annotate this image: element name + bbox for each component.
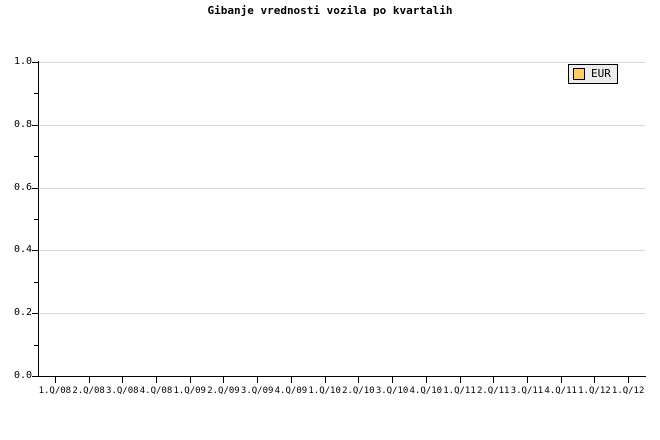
x-axis-label: 4.Q/10 — [409, 386, 443, 396]
y-tick-minor — [34, 156, 38, 158]
x-tick — [257, 377, 258, 383]
y-axis-label: 0.4 — [13, 244, 32, 256]
legend-label-eur: EUR — [591, 67, 611, 80]
x-axis-label: 3.Q/11 — [510, 386, 544, 396]
y-axis-label: 0.2 — [13, 307, 32, 319]
y-tick-major — [32, 187, 38, 189]
gridline — [38, 313, 645, 315]
x-tick — [190, 377, 191, 383]
chart-title: Gibanje vrednosti vozila po kvartalih — [207, 4, 453, 17]
y-tick-major — [32, 62, 38, 63]
x-tick — [628, 377, 629, 383]
x-axis-label: 4.Q/09 — [274, 386, 308, 396]
x-tick — [527, 377, 528, 383]
y-tick-major — [32, 124, 38, 126]
gridline — [38, 250, 645, 252]
x-tick — [156, 377, 157, 383]
x-tick — [122, 377, 123, 383]
y-axis-label: 0.0 — [13, 370, 32, 381]
x-axis-label: 3.Q/09 — [240, 386, 274, 396]
gridline — [38, 124, 645, 126]
x-tick — [223, 377, 224, 383]
x-axis-label: 3.Q/10 — [375, 386, 409, 396]
x-tick — [55, 377, 56, 383]
x-axis-label: 2.Q/08 — [72, 386, 105, 396]
x-axis-label: 1.Q/12 — [578, 386, 611, 396]
x-tick — [594, 377, 595, 383]
y-axis-label: 0.8 — [13, 118, 32, 130]
x-axis-label: 2.Q/11 — [476, 386, 510, 396]
y-tick-major — [32, 376, 38, 377]
chart-legend[interactable]: EUR — [568, 64, 618, 84]
x-tick — [426, 377, 427, 383]
x-tick — [493, 377, 494, 383]
x-tick — [358, 377, 359, 383]
y-tick-major — [32, 250, 38, 252]
x-tick — [291, 377, 292, 383]
x-tick — [561, 377, 562, 383]
x-tick — [325, 377, 326, 383]
x-axis-label: 4.Q/08 — [139, 386, 173, 396]
y-tick-minor — [34, 344, 38, 346]
y-axis-label: 0.6 — [13, 181, 32, 193]
x-axis-label: 3.Q/08 — [106, 386, 139, 396]
x-axis-label: 1.Q/11 — [443, 386, 476, 396]
y-tick-minor — [34, 281, 38, 283]
x-axis-label: 1.Q/08 — [38, 386, 72, 396]
y-tick-minor — [34, 93, 38, 95]
x-axis-label: 1.Q/12 — [611, 386, 645, 396]
x-axis-label: 4.Q/11 — [544, 386, 577, 396]
x-tick — [89, 377, 90, 383]
x-tick — [392, 377, 393, 383]
y-tick-minor — [34, 219, 38, 220]
x-axis-label: 1.Q/10 — [308, 386, 341, 396]
y-tick-major — [32, 313, 38, 315]
legend-swatch-eur — [573, 68, 585, 80]
x-tick — [460, 377, 461, 383]
x-axis-label: 1.Q/09 — [173, 386, 206, 396]
x-axis-line — [38, 376, 646, 377]
x-axis-label: 2.Q/09 — [207, 386, 240, 396]
x-axis-label: 2.Q/10 — [342, 386, 375, 396]
y-axis-label: 1.0 — [13, 56, 32, 67]
gridline — [38, 62, 645, 63]
plot-area — [38, 62, 645, 376]
y-axis-line — [38, 61, 39, 377]
gridline — [38, 187, 645, 189]
